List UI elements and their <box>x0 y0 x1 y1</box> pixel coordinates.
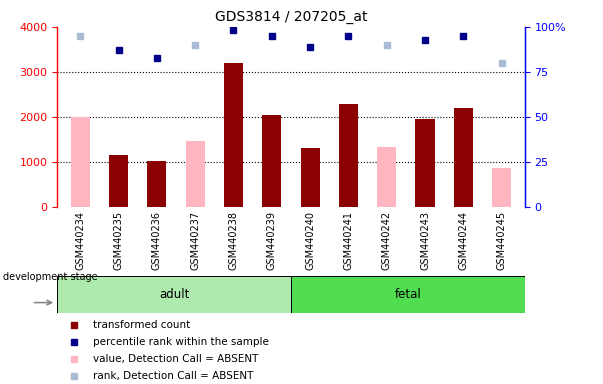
Text: GSM440239: GSM440239 <box>267 211 277 270</box>
Text: GSM440237: GSM440237 <box>190 211 200 270</box>
Bar <box>57 276 291 313</box>
Bar <box>71 117 90 207</box>
Text: value, Detection Call = ABSENT: value, Detection Call = ABSENT <box>93 354 258 364</box>
Bar <box>339 104 358 207</box>
Bar <box>300 148 320 207</box>
Bar <box>492 168 511 207</box>
Text: GSM440238: GSM440238 <box>229 211 239 270</box>
Bar <box>186 141 205 207</box>
Text: GSM440245: GSM440245 <box>497 211 507 270</box>
Bar <box>453 108 473 207</box>
Text: adult: adult <box>159 288 189 301</box>
Text: GSM440240: GSM440240 <box>305 211 315 270</box>
Text: fetal: fetal <box>394 288 421 301</box>
Text: GSM440243: GSM440243 <box>420 211 430 270</box>
Text: GSM440236: GSM440236 <box>152 211 162 270</box>
Title: GDS3814 / 207205_at: GDS3814 / 207205_at <box>215 10 367 25</box>
Text: development stage: development stage <box>3 271 98 282</box>
Bar <box>224 63 243 207</box>
Text: GSM440235: GSM440235 <box>113 211 124 270</box>
Text: rank, Detection Call = ABSENT: rank, Detection Call = ABSENT <box>93 371 253 381</box>
Bar <box>291 276 525 313</box>
Bar <box>147 161 166 207</box>
Text: GSM440244: GSM440244 <box>458 211 469 270</box>
Bar <box>109 156 128 207</box>
Bar <box>377 147 396 207</box>
Text: GSM440241: GSM440241 <box>343 211 353 270</box>
Bar <box>262 115 282 207</box>
Text: GSM440234: GSM440234 <box>75 211 85 270</box>
Text: percentile rank within the sample: percentile rank within the sample <box>93 337 268 347</box>
Bar <box>415 119 435 207</box>
Text: GSM440242: GSM440242 <box>382 211 392 270</box>
Text: transformed count: transformed count <box>93 320 190 330</box>
